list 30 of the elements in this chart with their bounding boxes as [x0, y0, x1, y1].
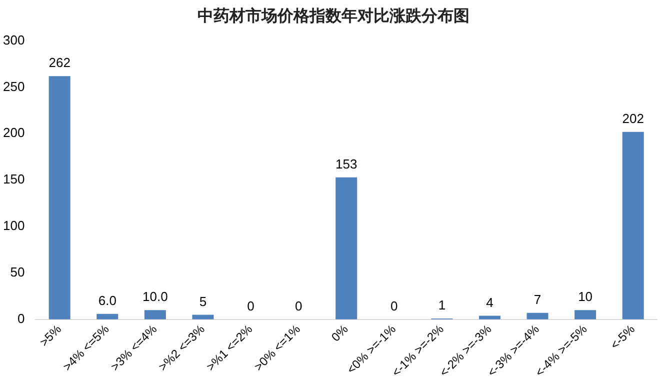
- bar: [96, 314, 118, 320]
- chart-title: 中药材市场价格指数年对比涨跌分布图: [196, 6, 470, 27]
- y-tick-label: 150: [2, 172, 25, 187]
- bar: [144, 310, 166, 320]
- bar: [48, 76, 70, 320]
- y-tick-label: 100: [2, 218, 25, 234]
- data-label: 7: [534, 292, 542, 307]
- data-label: 5: [199, 294, 207, 309]
- y-tick-label: 50: [10, 264, 25, 280]
- data-label: 4: [486, 294, 494, 310]
- y-tick-label: 250: [2, 78, 25, 94]
- data-label: 262: [48, 55, 70, 70]
- y-tick-label: 0: [17, 310, 25, 326]
- data-label: 0: [247, 298, 254, 314]
- data-label: 0: [294, 298, 302, 314]
- data-label: 6.0: [98, 292, 116, 308]
- y-tick-label: 200: [2, 125, 25, 140]
- data-label: 202: [622, 110, 644, 126]
- data-label: 1: [438, 298, 446, 313]
- bar: [622, 132, 644, 320]
- x-tick-label: 0%: [328, 322, 352, 344]
- data-label: 10.0: [142, 289, 168, 304]
- data-label: 153: [335, 156, 358, 172]
- data-label: 0: [390, 298, 398, 314]
- data-label: 10: [578, 289, 593, 304]
- bar: [336, 177, 358, 320]
- bar: [574, 310, 596, 320]
- bar: [478, 316, 500, 320]
- bar: [526, 312, 548, 320]
- y-tick-label: 300: [2, 32, 25, 48]
